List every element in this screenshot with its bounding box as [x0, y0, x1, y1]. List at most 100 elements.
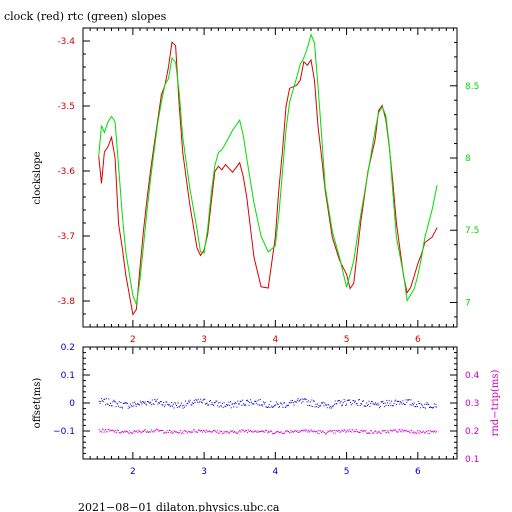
bottom-chart-point: [373, 432, 375, 434]
bottom-chart-point: [215, 400, 217, 402]
bottom-chart-point: [354, 430, 356, 432]
top-chart-y2-tick-label: 8.5: [465, 82, 479, 92]
bottom-chart-point: [333, 403, 335, 405]
bottom-chart-point: [392, 405, 394, 407]
bottom-chart-point: [173, 407, 175, 409]
bottom-chart-point: [278, 406, 280, 408]
bottom-chart-point: [120, 432, 122, 434]
bottom-chart-point: [172, 432, 173, 434]
bottom-chart-point: [105, 429, 107, 431]
bottom-chart-point: [369, 433, 371, 435]
bottom-chart-point: [288, 431, 290, 433]
bottom-chart-point: [178, 406, 180, 408]
bottom-chart-point: [211, 431, 213, 433]
bottom-chart-point: [220, 431, 222, 433]
bottom-chart-point: [326, 432, 328, 434]
bottom-chart-point: [243, 404, 245, 406]
bottom-chart-point: [269, 407, 271, 408]
bottom-chart-point: [321, 402, 323, 404]
bottom-chart-point: [279, 431, 281, 433]
bottom-chart-point: [387, 402, 389, 404]
bottom-chart-point: [126, 403, 128, 404]
bottom-chart-y2-tick-label: 0.4: [465, 371, 480, 381]
bottom-chart-point: [276, 430, 278, 432]
bottom-chart-point: [239, 430, 241, 432]
bottom-chart-point: [194, 431, 196, 433]
bottom-chart-point: [313, 430, 315, 432]
bottom-chart-point: [383, 430, 385, 432]
bottom-chart-point: [251, 431, 253, 433]
bottom-chart-point: [357, 431, 359, 433]
bottom-chart-point: [341, 429, 343, 431]
bottom-chart-point: [350, 401, 351, 403]
bottom-chart-point: [213, 429, 215, 431]
bottom-chart-point: [102, 429, 104, 431]
bottom-chart-point: [114, 431, 115, 433]
bottom-chart-point: [171, 431, 173, 433]
bottom-chart-point: [336, 430, 338, 432]
bottom-chart-point: [110, 429, 111, 431]
bottom-chart-point: [291, 431, 293, 433]
bottom-chart-point: [159, 402, 161, 404]
bottom-chart-point: [430, 431, 432, 433]
bottom-chart-point: [260, 431, 262, 433]
bottom-chart-point: [412, 404, 414, 406]
bottom-chart-point: [367, 432, 368, 434]
bottom-chart-point: [143, 402, 145, 404]
bottom-chart-point: [184, 430, 186, 432]
bottom-chart-point: [228, 431, 230, 433]
bottom-chart-point: [109, 404, 111, 406]
bottom-chart-point: [379, 407, 380, 409]
bottom-chart-point: [325, 433, 327, 435]
bottom-chart-point: [263, 401, 264, 403]
bottom-chart-point: [421, 431, 423, 433]
bottom-chart-point: [356, 403, 358, 405]
bottom-chart-point: [190, 404, 192, 406]
bottom-chart-point: [325, 433, 327, 435]
bottom-chart-point: [403, 431, 405, 433]
bottom-chart-y-tick-label: −0.1: [53, 427, 75, 437]
bottom-chart-point: [241, 404, 243, 406]
bottom-chart-point: [256, 431, 258, 433]
bottom-chart-point: [343, 399, 345, 401]
bottom-chart-point: [425, 430, 427, 432]
bottom-chart-point: [288, 404, 289, 406]
bottom-chart-point: [378, 404, 380, 406]
bottom-chart-point: [383, 403, 385, 404]
bottom-chart-point: [365, 430, 367, 432]
bottom-chart-point: [126, 402, 128, 404]
bottom-chart-point: [184, 400, 186, 402]
bottom-chart-point: [216, 400, 218, 402]
bottom-chart-point: [151, 404, 152, 406]
bottom-chart-point: [227, 432, 229, 434]
bottom-chart-point: [206, 402, 208, 404]
bottom-chart-point: [436, 406, 438, 408]
bottom-chart-point: [110, 430, 112, 432]
bottom-chart-point: [127, 431, 129, 433]
bottom-chart-point: [307, 404, 309, 406]
bottom-chart-point: [255, 400, 256, 402]
bottom-chart-point: [186, 403, 188, 405]
bottom-chart-point: [351, 403, 353, 405]
bottom-chart-point: [163, 401, 165, 403]
bottom-chart-point: [114, 401, 116, 403]
bottom-chart-point: [287, 405, 289, 407]
bottom-chart-point: [387, 430, 389, 432]
bottom-chart-point: [288, 402, 290, 404]
bottom-chart-point: [185, 405, 187, 407]
bottom-chart-point: [340, 401, 342, 402]
bottom-chart-point: [307, 431, 309, 433]
bottom-chart-y2-tick-label: 0.3: [465, 399, 479, 409]
bottom-chart-point: [206, 430, 208, 432]
bottom-chart-point: [381, 401, 383, 403]
bottom-chart-point: [180, 402, 182, 404]
bottom-chart-point: [336, 402, 338, 404]
bottom-chart-point: [248, 404, 250, 406]
bottom-chart-point: [138, 403, 140, 405]
bottom-chart-point: [201, 401, 202, 403]
bottom-chart-point: [139, 404, 140, 406]
bottom-chart-point: [396, 431, 398, 433]
bottom-chart-point: [122, 431, 123, 432]
bottom-chart-point: [151, 399, 153, 401]
bottom-chart-point: [344, 400, 346, 402]
